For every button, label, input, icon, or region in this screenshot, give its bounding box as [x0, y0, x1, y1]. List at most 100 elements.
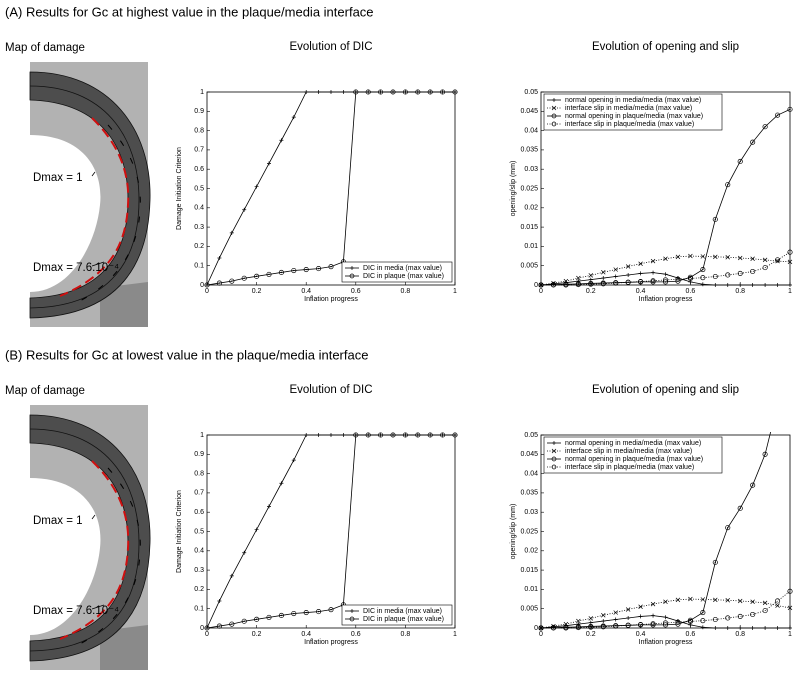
data-point-center [293, 269, 295, 272]
data-point-center [739, 160, 741, 163]
data-point [662, 277, 669, 283]
y-tick-label: 0.04 [524, 470, 538, 477]
data-point [626, 272, 631, 277]
series-line [206, 91, 455, 286]
data-point-center [652, 624, 654, 626]
data-point [625, 607, 631, 612]
data-point [452, 89, 458, 95]
data-point [390, 432, 396, 438]
y-axis-label: opening/slip (mm) [510, 161, 517, 217]
data-point [229, 573, 234, 578]
data-point [662, 279, 669, 285]
data-point [762, 257, 768, 263]
data-point-center [429, 434, 431, 436]
data-point [725, 283, 730, 287]
x-tick-label: 0 [205, 288, 209, 295]
data-point [427, 89, 433, 95]
data-point [787, 588, 793, 594]
data-point-center [789, 108, 791, 111]
data-point [600, 624, 606, 630]
damage-map [29, 404, 152, 671]
plot-frame [206, 434, 456, 629]
data-point [588, 281, 594, 287]
data-point [390, 89, 396, 95]
data-point-center [379, 434, 382, 436]
data-point [788, 356, 792, 360]
legend-label: interface slip in plaque/media (max valu… [565, 464, 694, 471]
legend-marker [551, 456, 557, 462]
plot-area [538, 106, 793, 288]
y-tick-label: 0 [200, 282, 204, 289]
data-point-center [206, 284, 208, 286]
x-axis-label: Inflation progress [304, 296, 358, 303]
legend-marker [551, 464, 557, 470]
data-point-center [751, 141, 754, 143]
data-point-center [590, 282, 592, 285]
data-point [763, 283, 768, 287]
data-point [700, 254, 706, 259]
data-point [204, 625, 210, 631]
data-point [775, 603, 780, 608]
data-point-center [392, 434, 394, 436]
data-point-center [429, 91, 431, 93]
x-tick-label: 0.8 [401, 288, 411, 295]
y-axis-label: Damage Initiation Criterion [176, 490, 183, 573]
data-point-center [243, 620, 245, 622]
data-point [688, 253, 693, 259]
data-point [750, 268, 756, 275]
data-point [638, 614, 643, 619]
data-point-center [392, 91, 394, 93]
data-point [316, 433, 321, 437]
data-point [625, 264, 631, 269]
data-point [402, 89, 408, 95]
data-point [563, 282, 569, 288]
legend-marker [552, 441, 556, 445]
y-tick-label: 0.005 [520, 606, 538, 613]
data-point [353, 432, 359, 438]
data-point [712, 273, 718, 280]
data-point [787, 249, 793, 255]
data-point-center [404, 434, 407, 436]
data-point [700, 625, 705, 630]
panel-heading: (A) Results for Gc at highest value in t… [5, 4, 374, 19]
data-point [613, 274, 618, 279]
data-point-center [789, 357, 790, 358]
legend-box [341, 604, 453, 626]
y-tick-label: 0.4 [194, 205, 204, 212]
data-point [750, 256, 755, 261]
series-line [540, 598, 791, 629]
damage-map [29, 61, 152, 328]
data-point [738, 626, 743, 630]
data-point [267, 161, 271, 166]
data-point-center [367, 91, 369, 93]
y-axis-label: Damage Initiation Criterion [176, 147, 183, 230]
data-point [713, 626, 718, 630]
data-point [254, 273, 260, 279]
data-point [329, 90, 333, 94]
plot-area [204, 89, 458, 288]
data-point [279, 138, 284, 143]
data-point [588, 616, 594, 621]
data-point [725, 626, 730, 630]
plot-frame [206, 91, 456, 286]
data-point-center [268, 616, 270, 619]
data-point [687, 618, 693, 624]
y-tick-label: 0.1 [194, 263, 204, 270]
data-point [762, 608, 768, 614]
data-point [725, 254, 730, 260]
data-point [713, 283, 718, 287]
data-point [254, 616, 260, 622]
plot-area [204, 432, 458, 631]
data-point [750, 283, 755, 287]
data-point [651, 613, 656, 618]
data-point [650, 621, 656, 627]
data-point [675, 276, 681, 282]
series-line [206, 434, 455, 629]
data-point [638, 621, 644, 628]
data-point [402, 432, 408, 438]
y-tick-label: 0.1 [194, 606, 204, 613]
y-tick-label: 0.045 [520, 108, 538, 115]
legend-marker [551, 105, 557, 111]
data-point [365, 432, 371, 438]
data-point [575, 625, 581, 631]
